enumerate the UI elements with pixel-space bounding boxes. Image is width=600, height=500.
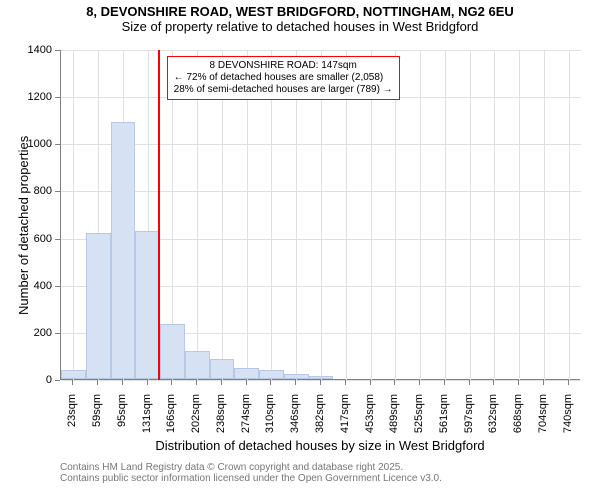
x-tick (122, 380, 123, 385)
x-tick-label: 489sqm (388, 394, 400, 444)
x-tick (444, 380, 445, 385)
gridline-h (61, 380, 581, 381)
x-tick-label: 417sqm (339, 394, 351, 444)
x-tick (518, 380, 519, 385)
x-tick-label: 346sqm (289, 394, 301, 444)
x-tick-label: 561sqm (438, 394, 450, 444)
x-tick-label: 23sqm (66, 394, 78, 444)
y-tick (55, 333, 60, 334)
plot-area: 8 DEVONSHIRE ROAD: 147sqm← 72% of detach… (60, 50, 580, 380)
x-tick-label: 632sqm (487, 394, 499, 444)
histogram-bar (111, 122, 136, 379)
y-tick (55, 239, 60, 240)
gridline-v (519, 50, 520, 380)
x-tick (469, 380, 470, 385)
x-tick-label: 131sqm (141, 394, 153, 444)
gridline-v (569, 50, 570, 380)
y-tick (55, 144, 60, 145)
x-tick-label: 382sqm (314, 394, 326, 444)
y-tick (55, 380, 60, 381)
histogram-bar (185, 351, 210, 379)
x-tick (196, 380, 197, 385)
x-tick (171, 380, 172, 385)
gridline-v (494, 50, 495, 380)
histogram-bar (160, 324, 185, 379)
y-tick (55, 50, 60, 51)
x-tick-label: 202sqm (190, 394, 202, 444)
x-tick (221, 380, 222, 385)
footer-line2: Contains public sector information licen… (60, 473, 442, 484)
annotation-line: 8 DEVONSHIRE ROAD: 147sqm (174, 60, 393, 72)
x-tick (320, 380, 321, 385)
histogram-bar (234, 368, 259, 379)
x-tick (97, 380, 98, 385)
footer-line1: Contains HM Land Registry data © Crown c… (60, 462, 442, 473)
x-tick (419, 380, 420, 385)
y-tick-label: 0 (0, 374, 52, 386)
x-axis-title: Distribution of detached houses by size … (60, 438, 580, 453)
y-tick-label: 200 (0, 327, 52, 339)
y-tick-label: 1200 (0, 91, 52, 103)
x-tick-label: 95sqm (116, 394, 128, 444)
x-tick (295, 380, 296, 385)
y-tick (55, 191, 60, 192)
histogram-bar (61, 370, 86, 379)
marker-line (158, 50, 160, 380)
x-tick (147, 380, 148, 385)
x-tick (370, 380, 371, 385)
gridline-v (445, 50, 446, 380)
gridline-v (470, 50, 471, 380)
annotation-box: 8 DEVONSHIRE ROAD: 147sqm← 72% of detach… (167, 56, 400, 100)
x-tick-label: 274sqm (240, 394, 252, 444)
annotation-line: 28% of semi-detached houses are larger (… (174, 84, 393, 96)
gridline-v (73, 50, 74, 380)
y-tick (55, 97, 60, 98)
x-tick (394, 380, 395, 385)
chart-footer: Contains HM Land Registry data © Crown c… (60, 462, 442, 484)
x-tick-label: 310sqm (264, 394, 276, 444)
histogram-bar (284, 374, 309, 379)
gridline-v (544, 50, 545, 380)
x-tick (246, 380, 247, 385)
x-tick (270, 380, 271, 385)
y-tick (55, 286, 60, 287)
x-tick-label: 668sqm (512, 394, 524, 444)
x-tick-label: 704sqm (537, 394, 549, 444)
x-tick-label: 453sqm (364, 394, 376, 444)
x-tick-label: 525sqm (413, 394, 425, 444)
y-axis-title: Number of detached properties (16, 136, 31, 315)
gridline-v (420, 50, 421, 380)
histogram-chart: 8, DEVONSHIRE ROAD, WEST BRIDGFORD, NOTT… (0, 0, 600, 500)
x-tick-label: 166sqm (165, 394, 177, 444)
chart-title-line1: 8, DEVONSHIRE ROAD, WEST BRIDGFORD, NOTT… (0, 4, 600, 19)
x-tick (72, 380, 73, 385)
histogram-bar (86, 233, 111, 379)
histogram-bar (309, 376, 334, 379)
y-tick-label: 1400 (0, 44, 52, 56)
histogram-bar (259, 370, 284, 379)
x-tick (493, 380, 494, 385)
x-tick (543, 380, 544, 385)
histogram-bar (210, 359, 235, 379)
annotation-line: ← 72% of detached houses are smaller (2,… (174, 72, 393, 84)
x-tick-label: 238sqm (215, 394, 227, 444)
x-tick-label: 597sqm (463, 394, 475, 444)
histogram-bar (135, 231, 160, 380)
x-tick-label: 740sqm (562, 394, 574, 444)
x-tick-label: 59sqm (91, 394, 103, 444)
x-tick (568, 380, 569, 385)
chart-title-line2: Size of property relative to detached ho… (0, 19, 600, 34)
x-tick (345, 380, 346, 385)
